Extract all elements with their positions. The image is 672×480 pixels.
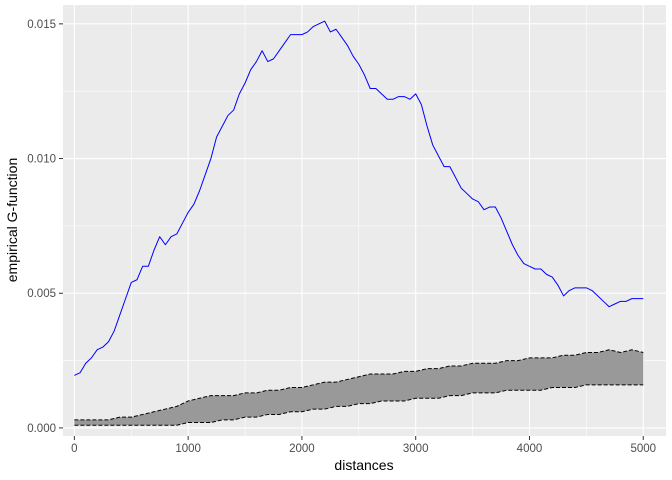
observed-line-path: [74, 20, 644, 376]
x-tick-label: 4000: [517, 443, 543, 455]
x-tick-label: 1000: [175, 443, 201, 455]
y-tick-label: 0.010: [27, 154, 56, 166]
x-tick-label: 0: [71, 443, 77, 455]
simulation-envelope: [74, 349, 644, 426]
x-axis-ticks: 0 1000 2000 3000 4000 5000: [71, 436, 656, 455]
y-tick-label: 0.015: [27, 19, 56, 31]
x-tick-label: 5000: [630, 443, 656, 455]
envelope-fill: [74, 349, 644, 426]
y-tick-label: 0.005: [27, 288, 56, 300]
major-gridlines: [63, 5, 666, 436]
y-axis-ticks: 0.000 0.005 0.010 0.015: [27, 19, 63, 435]
y-tick-label: 0.000: [27, 423, 56, 435]
x-tick-label: 2000: [289, 443, 315, 455]
x-axis-title: distances: [334, 457, 393, 473]
observed-g-line: [74, 20, 644, 376]
x-tick-label: 3000: [403, 443, 429, 455]
envelope-upper-border: [74, 349, 644, 421]
y-axis-title: empirical G-function: [4, 158, 20, 283]
